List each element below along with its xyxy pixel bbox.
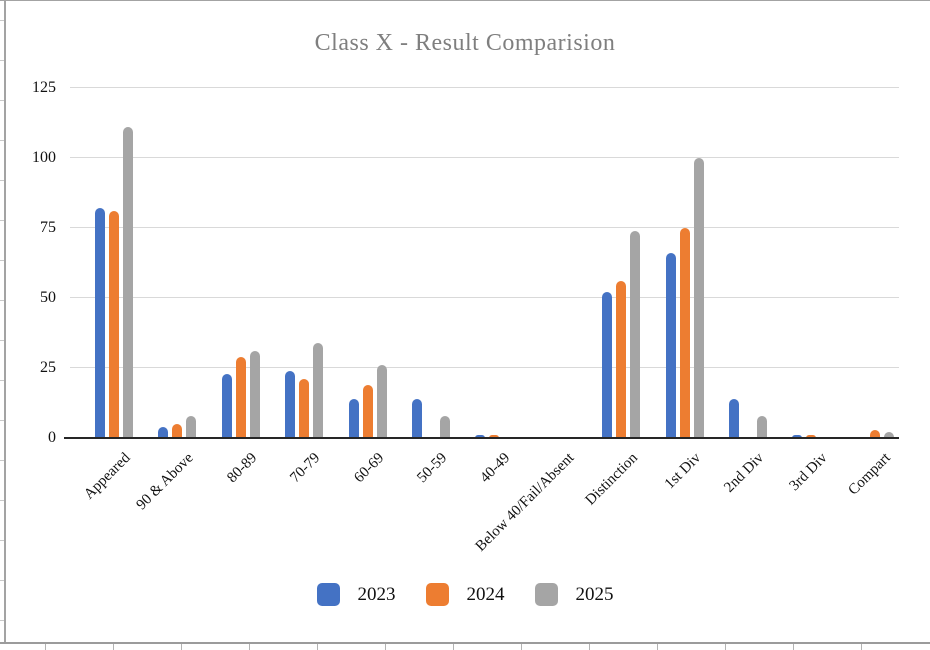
bar-2023-60-69[interactable]: [348, 398, 359, 438]
bar-2023-80-89[interactable]: [221, 373, 232, 438]
bar-2025-appeared[interactable]: [123, 127, 133, 438]
bar-2025-90-above[interactable]: [186, 415, 197, 438]
bar-2025-50-59[interactable]: [440, 415, 450, 438]
bar-2025-60-69[interactable]: [376, 365, 387, 438]
gridline-25: [70, 367, 899, 368]
gridline-50: [70, 297, 899, 298]
legend-swatch-2025: [534, 583, 558, 606]
legend-label-2024: 2024: [466, 583, 505, 605]
x-category-label-text: 3rd Div: [786, 450, 831, 495]
x-category-label-text: 2nd Div: [721, 450, 768, 496]
gridline-75: [70, 227, 899, 228]
y-tick-label-25: 25: [40, 359, 56, 376]
bar-2024-80-89[interactable]: [235, 356, 246, 438]
bar-2024-60-69[interactable]: [362, 384, 373, 438]
legend-item-2023[interactable]: 2023: [316, 583, 396, 606]
x-category-label-text: 60-69: [350, 450, 387, 487]
row-boundary-ticks: [0, 20, 4, 640]
sheet-top-border: [0, 0, 930, 1]
x-category-label-text: Distinction: [582, 450, 641, 509]
bar-2023-1st-div[interactable]: [665, 253, 676, 438]
x-category-label-text: 90 & Above: [133, 450, 197, 514]
legend-label-2023: 2023: [357, 583, 396, 605]
x-category-label-text: 50-59: [414, 450, 451, 487]
bar-2023-50-59[interactable]: [412, 398, 422, 438]
bar-2023-70-79[interactable]: [285, 370, 296, 438]
legend-swatch-2024: [425, 583, 449, 606]
bar-2024-1st-div[interactable]: [679, 228, 690, 438]
column-boundary-ticks: [45, 644, 925, 650]
gridline-100: [70, 157, 899, 158]
bar-2023-appeared[interactable]: [95, 208, 105, 438]
bar-2023-distinction[interactable]: [602, 292, 613, 438]
bar-2024-70-79[interactable]: [299, 379, 310, 438]
bar-2024-40-49[interactable]: [489, 435, 500, 438]
y-tick-label-50: 50: [40, 289, 56, 306]
bar-2024-3rd-div[interactable]: [806, 435, 817, 438]
legend-item-2025[interactable]: 2025: [534, 583, 614, 606]
bar-2024-appeared[interactable]: [109, 211, 119, 438]
legend-label-2025: 2025: [575, 583, 614, 605]
sheet-left-border: [4, 0, 6, 644]
x-category-label-text: 1st Div: [661, 450, 704, 493]
bar-2024-distinction[interactable]: [616, 281, 627, 438]
bar-2025-1st-div[interactable]: [693, 158, 704, 438]
y-tick-label-75: 75: [40, 219, 56, 236]
legend-item-2024[interactable]: 2024: [425, 583, 505, 606]
x-category-label-text: 70-79: [287, 450, 324, 487]
bar-2023-40-49[interactable]: [475, 435, 486, 438]
y-tick-label-0: 0: [48, 429, 56, 446]
x-axis-line: [64, 437, 899, 439]
bar-2025-distinction[interactable]: [630, 230, 641, 438]
x-category-label-text: Appeared: [80, 450, 134, 503]
bar-2023-2nd-div[interactable]: [729, 398, 739, 438]
x-category-label-text: Compart: [845, 450, 895, 499]
legend: 2023 2024 2025: [0, 583, 930, 606]
bar-2025-2nd-div[interactable]: [757, 415, 767, 438]
bar-2025-70-79[interactable]: [313, 342, 324, 438]
bar-2023-90-above[interactable]: [158, 426, 169, 438]
gridline-125: [70, 87, 899, 88]
x-category-label-text: 80-89: [224, 450, 261, 487]
bar-2024-compart[interactable]: [869, 429, 880, 438]
bar-2023-3rd-div[interactable]: [792, 435, 803, 438]
y-tick-label-125: 125: [32, 79, 56, 96]
bar-2025-compart[interactable]: [883, 432, 894, 438]
chart-title: Class X - Result Comparision: [314, 30, 616, 56]
legend-swatch-2023: [316, 583, 340, 606]
y-tick-label-100: 100: [32, 149, 56, 166]
bar-2024-90-above[interactable]: [172, 424, 183, 438]
sheet-bottom-border: [0, 642, 930, 644]
bar-2025-80-89[interactable]: [249, 351, 260, 438]
x-category-label-text: 40-49: [477, 450, 514, 487]
